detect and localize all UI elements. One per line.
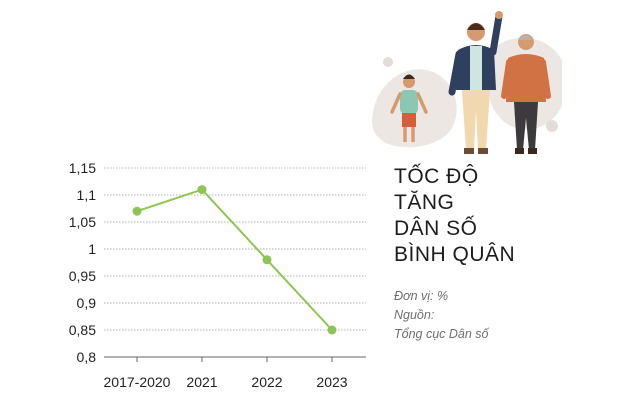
data-point	[197, 185, 207, 195]
y-tick-label: 0,95	[69, 268, 96, 284]
chart-notes: Đơn vị: % Nguồn: Tổng cục Dân số	[394, 287, 489, 344]
family-illustration	[372, 11, 562, 154]
title-line: BÌNH QUÂN	[394, 243, 516, 266]
y-tick-label: 1	[88, 241, 96, 257]
child-figure-icon	[390, 74, 428, 142]
data-point	[132, 206, 142, 216]
older-man-figure-icon	[501, 34, 551, 154]
y-axis-tick-labels: 1,15 1,1 1,05 1 0,95 0,9 0,85 0,8	[69, 160, 96, 365]
grid-lines	[104, 167, 366, 331]
y-tick-label: 1,05	[69, 214, 96, 230]
title-line: TĂNG	[394, 191, 455, 214]
y-tick-label: 0,8	[77, 349, 97, 365]
x-tick-label: 2017-2020	[104, 374, 171, 390]
x-tick-label: 2022	[251, 374, 282, 390]
data-point	[262, 255, 272, 265]
series-line	[136, 188, 333, 331]
title-line: TỐC ĐỘ	[394, 165, 479, 188]
source-name: Tổng cục Dân số	[394, 327, 489, 341]
y-tick-label: 0,85	[69, 322, 96, 338]
y-tick-label: 1,15	[69, 160, 96, 176]
source-label: Nguồn:	[394, 308, 435, 322]
unit-note: Đơn vị: %	[394, 289, 449, 303]
background-dot	[383, 57, 393, 67]
x-tick-label: 2023	[316, 374, 347, 390]
background-dot	[546, 120, 558, 132]
line-chart: 1,15 1,1 1,05 1 0,95 0,9 0,85 0,8 2017-2020 2021…	[69, 160, 366, 390]
y-tick-label: 0,9	[77, 295, 97, 311]
man-waving-figure-icon	[448, 11, 503, 154]
y-tick-label: 1,1	[77, 187, 97, 203]
data-points	[132, 185, 337, 335]
title-line: DÂN SỐ	[394, 217, 478, 240]
x-tick-label: 2021	[186, 374, 217, 390]
chart-title: TỐC ĐỘ TĂNG DÂN SỐ BÌNH QUÂN	[394, 164, 594, 268]
x-axis-tick-marks	[136, 357, 333, 362]
x-axis-tick-labels: 2017-2020 2021 2022 2023	[104, 374, 348, 390]
data-point	[327, 325, 337, 335]
